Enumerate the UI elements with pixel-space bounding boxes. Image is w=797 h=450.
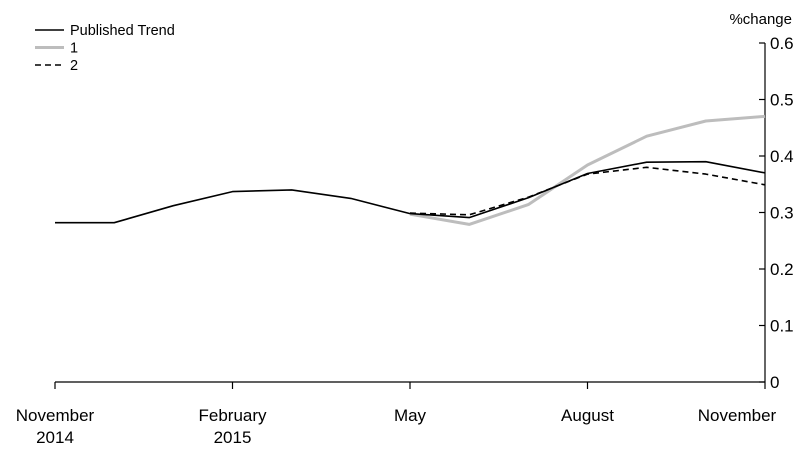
x-tick-label: May [394,406,427,425]
y-tick-label: 0.6 [770,34,794,53]
series-line-published-trend [55,160,766,224]
y-tick-label: 0.2 [770,260,794,279]
x-tick-label: August [561,406,614,425]
legend-label: 2 [70,58,78,74]
series-line-2 [409,166,766,216]
x-tick-label-year: 2015 [214,428,252,447]
y-tick-label: 0.5 [770,91,794,110]
x-ticks: November 2014 February 2015 May August Novembe… [16,382,777,447]
y-tick-label: 0.1 [770,317,794,336]
legend-label: 1 [70,41,78,57]
y-ticks: 0 0.1 0.2 0.3 0.4 0.5 0.6 [759,34,794,392]
x-tick-label: November [16,406,95,425]
x-tick-label: November [698,406,777,425]
y-axis-unit-label: %change [729,11,792,28]
y-tick-label: 0 [770,373,779,392]
x-tick-label-year: 2014 [36,428,74,447]
legend: Published Trend 12 [35,23,175,74]
axes: %change [55,11,792,383]
legend-label: Published Trend [70,23,175,39]
series-line-1 [409,114,766,226]
x-tick-label: February [198,406,267,425]
series-layer [55,114,766,226]
y-tick-label: 0.4 [770,147,794,166]
y-tick-label: 0.3 [770,204,794,223]
